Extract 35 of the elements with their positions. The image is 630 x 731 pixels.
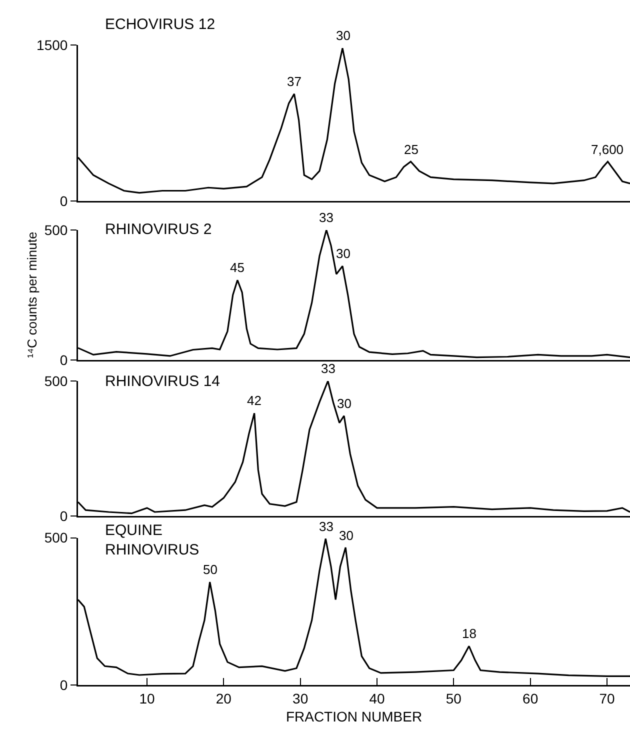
x-tick-label: 50 <box>446 690 462 706</box>
chart-title: ECHOVIRUS 12 <box>105 16 216 33</box>
chart-title: EQUINE RHINOVIRUS <box>105 522 200 558</box>
chart-title: RHINOVIRUS 2 <box>105 221 212 238</box>
y-tick-label: 0 <box>60 676 68 693</box>
y-tick-label: 0 <box>60 352 68 368</box>
annotation: 18 <box>462 626 476 641</box>
y-tick-label: 500 <box>44 530 68 546</box>
y-tick-label: 0 <box>60 508 68 524</box>
x-tick-label: 30 <box>292 690 308 706</box>
chart-title: RHINOVIRUS 14 <box>105 373 220 390</box>
x-tick-label: 60 <box>522 690 538 706</box>
x-tick-label: 20 <box>216 690 232 706</box>
annotation: 7,600 <box>591 142 624 157</box>
annotation: 30 <box>339 528 354 543</box>
y-tick-label: 1500 <box>36 36 68 53</box>
annotation: 33 <box>319 519 334 534</box>
y-tick-label: 500 <box>44 372 68 389</box>
y-tick-label: 500 <box>44 222 68 238</box>
annotation: 30 <box>336 28 350 43</box>
annotation: 42 <box>247 393 262 408</box>
annotation: 30 <box>336 246 350 261</box>
x-tick-label: 40 <box>369 690 385 706</box>
x-tick-label: 70 <box>599 690 615 706</box>
annotation: 33 <box>319 210 334 225</box>
y-axis-title: ¹⁴C counts per minute <box>24 232 40 358</box>
x-tick-label: 10 <box>139 690 155 706</box>
annotation: 50 <box>203 562 218 577</box>
annotation: 37 <box>287 74 302 89</box>
annotation: 25 <box>404 142 418 157</box>
annotation: 33 <box>321 361 336 376</box>
x-axis-title: FRACTION NUMBER <box>286 708 422 724</box>
y-tick-label: 0 <box>60 193 68 210</box>
annotation: 30 <box>337 396 352 411</box>
annotation: 45 <box>230 260 244 275</box>
